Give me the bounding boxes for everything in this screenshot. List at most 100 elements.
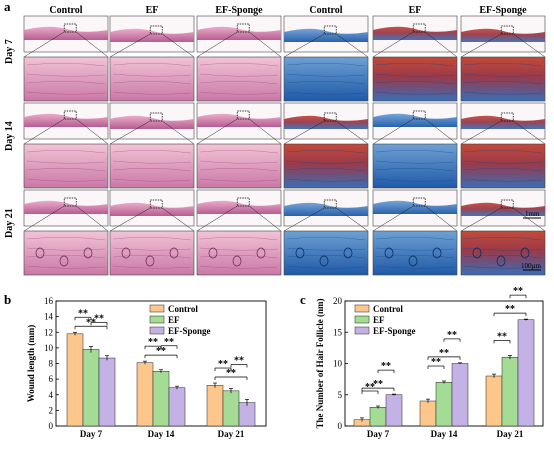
y-tick-label: 20 [333, 296, 343, 306]
zoom-connector [249, 31, 282, 58]
zoom-connector [249, 205, 282, 232]
zoom-region-box [500, 112, 514, 122]
tissue-texture [112, 73, 192, 77]
panel-c-label: c [300, 292, 306, 307]
tissue-texture [463, 91, 543, 95]
zoom-connector [162, 207, 195, 232]
tissue-texture [463, 254, 543, 259]
tissue-section [461, 202, 545, 216]
significance-label: ** [439, 348, 449, 359]
zoom-connector [23, 118, 65, 145]
significance-label: ** [156, 346, 166, 357]
tissue-texture [199, 178, 279, 182]
zoom-connector [196, 205, 238, 232]
hair-follicle-shape [59, 255, 69, 267]
tissue-texture [199, 149, 279, 154]
zoom-connector [76, 31, 109, 58]
zoom-region-box [236, 110, 250, 120]
zoom-connector [23, 31, 65, 58]
tissue-section [373, 113, 457, 127]
zoom-connector [372, 118, 414, 145]
significance-label: ** [234, 356, 244, 367]
y-tick-label: 4 [49, 390, 54, 400]
x-tick-label: Day 14 [148, 429, 175, 439]
bar [485, 375, 503, 427]
x-tick-label: Day 21 [497, 429, 524, 439]
zoom-region-box [236, 23, 250, 33]
tissue-texture [112, 254, 192, 259]
significance-label: ** [381, 361, 391, 372]
zoom-region-box [412, 110, 426, 120]
tissue-texture [375, 167, 455, 172]
hair-follicle-shape [520, 247, 530, 259]
hair-follicle-shape [232, 255, 242, 267]
tissue-section [284, 115, 368, 129]
tissue-section [284, 202, 368, 216]
tissue-texture [199, 265, 279, 269]
zoom-connector [425, 31, 458, 58]
y-tick-label: 2 [49, 405, 54, 415]
legend-label: EF-Sponge [373, 326, 416, 336]
legend-swatch [354, 304, 370, 313]
bar [369, 407, 387, 427]
tissue-texture [286, 247, 366, 251]
bar [385, 394, 403, 427]
tissue-texture [463, 247, 543, 251]
significance-label: ** [78, 308, 88, 319]
y-axis-title: The Number of Hair Follicle (nm) [315, 299, 325, 429]
tissue-texture [112, 265, 192, 269]
zoom-connector [283, 33, 325, 58]
legend-label: EF [373, 315, 385, 325]
tissue-texture [375, 160, 455, 164]
legend-swatch [354, 326, 370, 335]
tissue-texture [375, 178, 455, 182]
tissue-section [24, 26, 108, 40]
tissue-texture [199, 73, 279, 77]
legend-label: Control [373, 304, 403, 314]
significance-label: ** [94, 313, 104, 324]
hair-follicle-shape [432, 247, 442, 259]
zoom-connector [336, 207, 369, 232]
tissue-texture [199, 254, 279, 259]
significance-label: ** [148, 337, 158, 348]
tissue-texture [463, 80, 543, 85]
zoom-connector [283, 207, 325, 232]
column-header: EF [409, 5, 422, 16]
zoom-connector [336, 120, 369, 145]
y-tick-label: 10 [44, 343, 54, 353]
tissue-texture [112, 149, 192, 154]
significance-label: ** [218, 359, 228, 370]
significance-label: ** [431, 357, 441, 368]
zoom-connector [513, 207, 546, 232]
hair-follicle-shape [256, 247, 266, 259]
tissue-texture [375, 80, 455, 85]
tissue-texture [112, 178, 192, 182]
tissue-texture [463, 236, 543, 241]
zoom-connector [513, 33, 546, 58]
zoom-region-box [63, 23, 77, 33]
zoom-connector [23, 205, 65, 232]
hair-follicle-shape [169, 247, 179, 259]
significance-label: ** [226, 368, 236, 379]
bar [152, 371, 170, 427]
tissue-texture [375, 236, 455, 241]
tissue-section [461, 115, 545, 129]
detail-image [372, 230, 458, 276]
y-tick-label: 6 [49, 374, 54, 384]
row-label: Day 7 [4, 39, 15, 64]
zoom-connector [460, 207, 502, 232]
tissue-texture [26, 62, 106, 67]
tissue-section [373, 200, 457, 214]
zoom-connector [162, 33, 195, 58]
tissue-texture [199, 236, 279, 241]
column-header: EF-Sponge [215, 5, 263, 16]
significance-label: ** [447, 330, 457, 341]
tissue-texture [112, 160, 192, 164]
zoom-connector [425, 118, 458, 145]
zoom-region-box [236, 197, 250, 207]
hair-follicle-chart: 0 5 10 15 20 The Number of Hair Follicle (nm)… [315, 286, 544, 439]
tissue-section [24, 200, 108, 214]
x-tick-label: Day 14 [431, 429, 458, 439]
tissue-texture [375, 73, 455, 77]
hair-follicle-shape [472, 247, 482, 259]
